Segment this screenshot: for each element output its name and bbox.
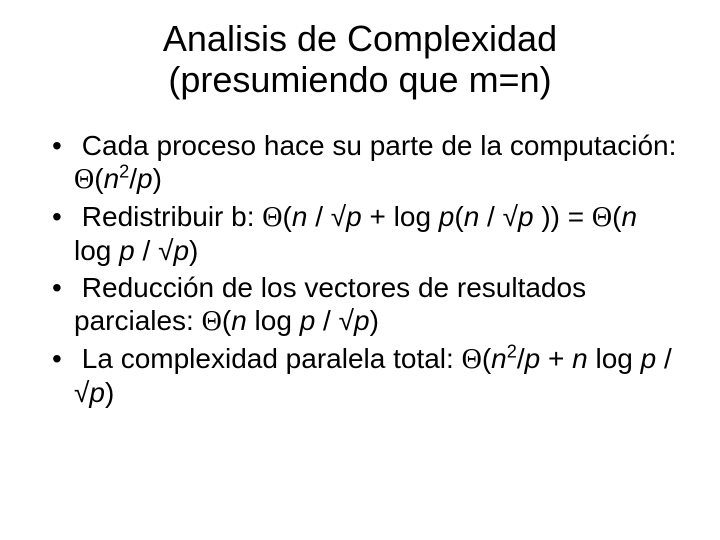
b2-plus1: + log xyxy=(362,201,439,232)
b4-plus: + xyxy=(540,343,572,374)
bullet-4: La complexidad paralela total: Θ(n2/p + … xyxy=(40,342,680,409)
b1-theta: Θ xyxy=(74,164,94,195)
b4-text: La complexidad paralela total: xyxy=(82,343,462,374)
b2-p2: p xyxy=(439,201,455,232)
b4-close: ) xyxy=(105,377,114,408)
b4-slash: / xyxy=(517,343,525,374)
bullet-3: Reducción de los vectores de resultados … xyxy=(40,271,680,338)
b4-n2: n xyxy=(572,343,588,374)
b4-theta: Θ xyxy=(462,344,482,375)
b3-sp: / √ xyxy=(315,305,354,336)
b2-theta2: Θ xyxy=(592,202,612,233)
b2-p4: p xyxy=(119,235,135,266)
b4-log: log xyxy=(588,343,641,374)
b3-p2: p xyxy=(354,305,370,336)
b2-sp2: / √ xyxy=(479,201,518,232)
b4-p1: p xyxy=(525,343,541,374)
b1-p: p xyxy=(137,163,153,194)
slide-title: Analisis de Complexidad (presumiendo que… xyxy=(40,18,680,101)
slide: Analisis de Complexidad (presumiendo que… xyxy=(0,0,720,540)
b2-open2: ( xyxy=(454,201,463,232)
b3-close: ) xyxy=(370,305,379,336)
b2-log2: log xyxy=(74,235,119,266)
b1-open: ( xyxy=(94,163,103,194)
b1-sup: 2 xyxy=(119,161,129,181)
b4-open: ( xyxy=(482,343,491,374)
bullet-list: Cada proceso hace su parte de la computa… xyxy=(40,129,680,409)
b3-theta: Θ xyxy=(202,306,222,337)
b1-text: Cada proceso hace su parte de la computa… xyxy=(82,130,677,161)
b2-n1: n xyxy=(292,201,308,232)
title-line-1: Analisis de Complexidad xyxy=(163,18,557,59)
b4-p3: p xyxy=(89,377,105,408)
b2-close2: )) = xyxy=(534,201,592,232)
b2-p3: p xyxy=(518,201,534,232)
bullet-2: Redistribuir b: Θ(n / √p + log p(n / √p … xyxy=(40,200,680,267)
b3-log: log xyxy=(247,305,300,336)
title-line-2: (presumiendo que m=n) xyxy=(168,59,551,100)
b2-n3: n xyxy=(621,201,637,232)
b2-n2: n xyxy=(464,201,480,232)
b2-p1: p xyxy=(346,201,362,232)
b3-n: n xyxy=(231,305,247,336)
b2-p5: p xyxy=(173,235,189,266)
b4-p2: p xyxy=(641,343,657,374)
b4-sup: 2 xyxy=(507,342,517,362)
b2-text: Redistribuir b: xyxy=(82,201,263,232)
b2-close3: ) xyxy=(189,235,198,266)
b2-open1: ( xyxy=(283,201,292,232)
bullet-1: Cada proceso hace su parte de la computa… xyxy=(40,129,680,196)
b2-theta1: Θ xyxy=(262,202,282,233)
b1-close: ) xyxy=(153,163,162,194)
b1-n: n xyxy=(104,163,120,194)
b2-sp3: / √ xyxy=(135,235,174,266)
b4-n: n xyxy=(491,343,507,374)
b2-sp1: / √ xyxy=(307,201,346,232)
b1-slash: / xyxy=(129,163,137,194)
b3-p1: p xyxy=(300,305,316,336)
b3-open: ( xyxy=(222,305,231,336)
